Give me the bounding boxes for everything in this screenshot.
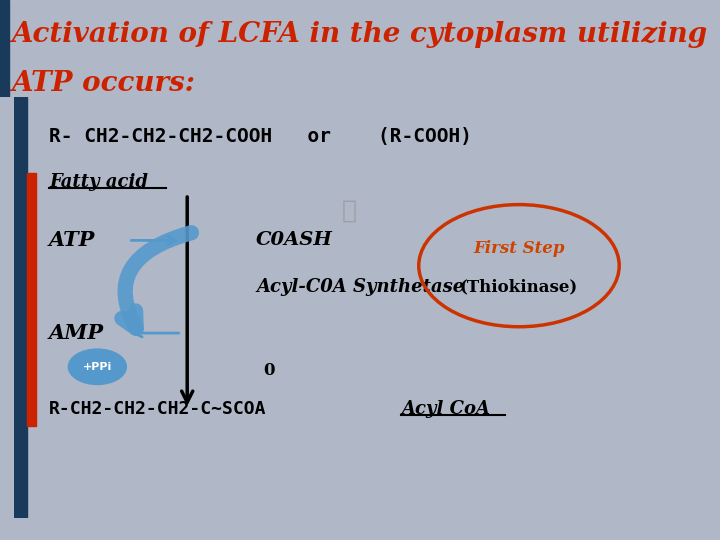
Text: Fatty acid: Fatty acid <box>49 173 148 191</box>
Text: 🔊: 🔊 <box>342 199 357 223</box>
Circle shape <box>68 349 127 384</box>
Text: R-CH2-CH2-CH2-C~SCOA: R-CH2-CH2-CH2-C~SCOA <box>49 401 266 418</box>
Text: (Thiokinase): (Thiokinase) <box>460 278 578 295</box>
Text: AMP: AMP <box>49 323 104 343</box>
Bar <box>27 173 36 426</box>
Bar <box>0 0 9 97</box>
FancyArrowPatch shape <box>122 233 192 328</box>
Text: Activation of LCFA in the cytoplasm utilizing: Activation of LCFA in the cytoplasm util… <box>11 22 707 49</box>
Text: First Step: First Step <box>473 240 564 258</box>
FancyArrowPatch shape <box>135 329 179 337</box>
Text: 0: 0 <box>264 362 275 380</box>
Text: Acyl-C0A Synthetase: Acyl-C0A Synthetase <box>256 278 464 296</box>
Text: ATP: ATP <box>49 231 95 251</box>
Text: Acyl CoA: Acyl CoA <box>402 401 490 418</box>
Bar <box>14 97 27 518</box>
Text: R- CH2-CH2-CH2-COOH   or    (R-COOH): R- CH2-CH2-CH2-COOH or (R-COOH) <box>49 127 472 146</box>
FancyArrowPatch shape <box>131 237 176 244</box>
Text: +PPi: +PPi <box>83 362 112 372</box>
Text: C0ASH: C0ASH <box>256 232 333 249</box>
Text: ATP occurs:: ATP occurs: <box>11 70 195 97</box>
